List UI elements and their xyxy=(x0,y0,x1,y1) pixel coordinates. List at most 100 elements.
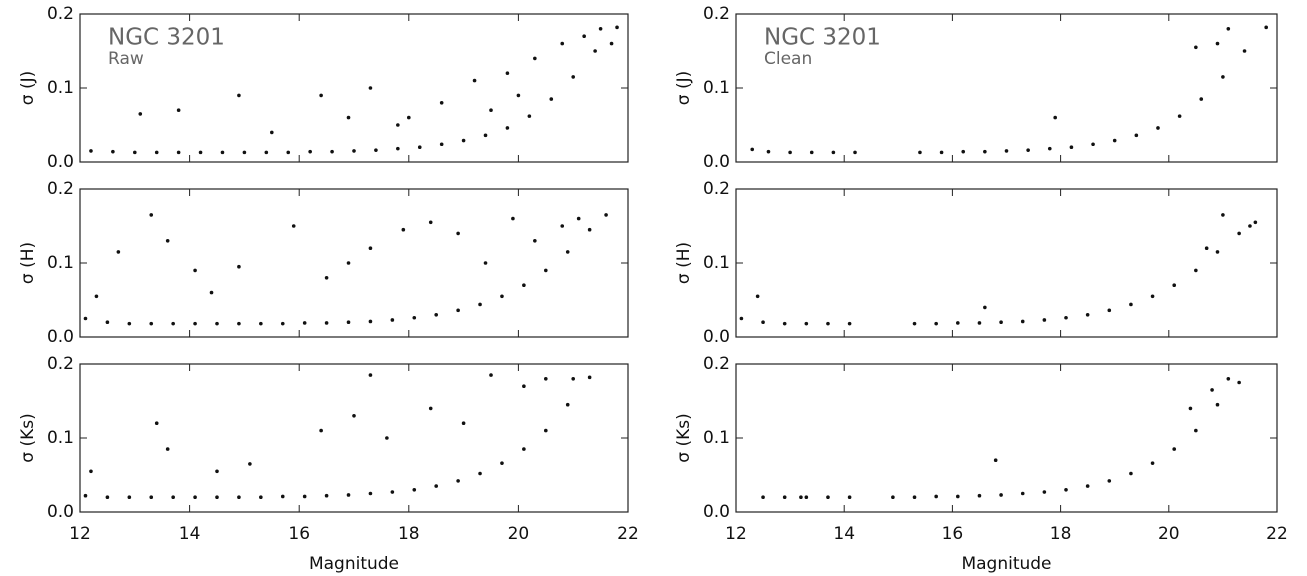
point xyxy=(1026,148,1030,152)
point xyxy=(604,213,608,217)
point xyxy=(280,494,285,499)
point xyxy=(286,150,291,155)
point xyxy=(533,56,537,61)
point xyxy=(346,320,351,325)
point xyxy=(390,318,395,322)
point xyxy=(587,227,592,232)
point xyxy=(489,373,493,377)
point xyxy=(270,130,274,135)
point xyxy=(193,495,197,500)
x-axis-label: Magnitude xyxy=(961,554,1051,574)
y-tick-label: 0.1 xyxy=(47,253,74,273)
point xyxy=(461,138,466,143)
point xyxy=(374,148,378,152)
plot-frame xyxy=(735,363,1278,513)
point xyxy=(799,495,803,500)
point xyxy=(516,93,521,98)
point xyxy=(587,375,592,380)
point xyxy=(259,321,263,326)
x-tick-label: 16 xyxy=(942,524,964,544)
y-tick-label: 0.1 xyxy=(703,428,730,448)
y-tick-label: 0.0 xyxy=(703,502,730,522)
point xyxy=(1264,25,1268,30)
point xyxy=(390,490,395,494)
point xyxy=(89,149,93,153)
point xyxy=(1194,268,1198,273)
point xyxy=(1134,133,1139,138)
point xyxy=(533,239,537,243)
point xyxy=(483,261,488,265)
point xyxy=(912,321,917,326)
point xyxy=(385,436,389,440)
point xyxy=(237,321,241,326)
point xyxy=(999,320,1003,325)
point xyxy=(782,321,787,326)
point xyxy=(522,283,526,288)
point xyxy=(1091,142,1095,147)
point xyxy=(401,227,406,232)
point xyxy=(127,321,132,326)
point xyxy=(511,216,515,221)
point xyxy=(1215,250,1220,254)
point xyxy=(1064,488,1068,492)
point xyxy=(918,150,922,155)
y-tick-label: 0.2 xyxy=(47,4,74,24)
point xyxy=(154,150,159,155)
point xyxy=(439,142,444,147)
point xyxy=(149,495,154,500)
point xyxy=(544,268,548,273)
point xyxy=(831,150,836,155)
point xyxy=(412,488,417,492)
point xyxy=(1221,213,1225,217)
point xyxy=(522,384,526,389)
point xyxy=(248,462,252,466)
point xyxy=(576,216,581,221)
point xyxy=(434,313,439,317)
y-axis-label: σ (Ks) xyxy=(674,413,694,462)
point xyxy=(105,495,110,500)
plot-frame xyxy=(735,188,1278,338)
point xyxy=(582,34,586,38)
point xyxy=(977,321,982,325)
point xyxy=(478,302,482,307)
point xyxy=(116,250,121,254)
point xyxy=(1177,114,1182,118)
point xyxy=(308,149,312,154)
point xyxy=(761,320,765,325)
point xyxy=(346,493,351,497)
point xyxy=(1248,224,1252,228)
point xyxy=(956,494,960,499)
point xyxy=(1020,491,1025,496)
point xyxy=(154,421,159,426)
y-axis-label: σ (H) xyxy=(674,242,694,284)
point xyxy=(804,495,809,500)
point xyxy=(171,495,175,500)
point xyxy=(956,321,960,325)
point xyxy=(1226,377,1231,381)
y-tick-label: 0.0 xyxy=(47,502,74,522)
point xyxy=(483,133,488,138)
point xyxy=(472,78,477,83)
point xyxy=(1107,308,1112,313)
point xyxy=(428,406,433,411)
point xyxy=(237,93,241,98)
point xyxy=(209,290,214,295)
point xyxy=(1204,246,1209,250)
x-tick-label: 22 xyxy=(1266,524,1288,544)
point xyxy=(280,321,285,326)
y-axis-label: σ (H) xyxy=(18,242,38,284)
point xyxy=(755,294,760,299)
point xyxy=(94,294,99,299)
point xyxy=(302,321,307,325)
y-tick-label: 0.1 xyxy=(47,78,74,98)
point xyxy=(215,321,219,326)
point xyxy=(1085,313,1090,317)
x-tick-label: 16 xyxy=(288,524,310,544)
point xyxy=(1004,149,1009,153)
point xyxy=(324,276,329,280)
point xyxy=(853,150,857,155)
point xyxy=(193,321,197,326)
x-tick-label: 12 xyxy=(69,524,91,544)
point xyxy=(346,115,351,120)
